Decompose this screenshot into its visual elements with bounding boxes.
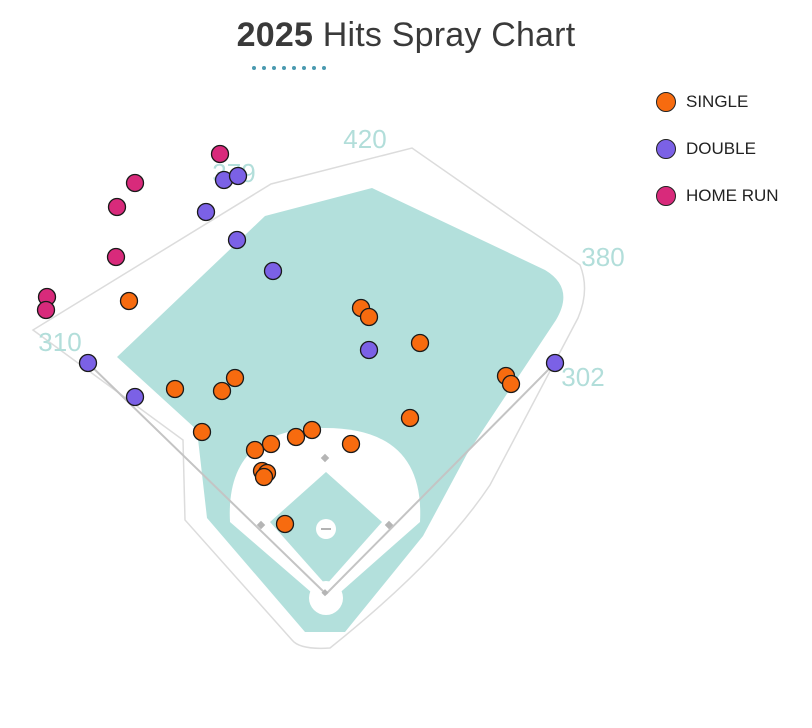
hit-point-home-run xyxy=(125,173,145,193)
right-foul-line xyxy=(325,362,556,595)
hit-point-double xyxy=(228,166,248,186)
hit-point-single xyxy=(275,514,295,534)
hit-point-single xyxy=(119,291,139,311)
title-rule-dot xyxy=(322,66,326,70)
legend-label-home-run: HOME RUN xyxy=(686,186,779,205)
hit-point-single xyxy=(341,434,361,454)
pitchers-rubber xyxy=(321,528,331,530)
first-base xyxy=(384,520,394,530)
hit-point-home-run xyxy=(36,300,56,320)
distance-right-center: 380 xyxy=(581,242,624,272)
hit-point-home-run xyxy=(106,247,126,267)
legend-item-single: SINGLE xyxy=(656,90,779,114)
chart-title: 2025 Hits Spray Chart xyxy=(0,16,812,55)
distance-right-field: 302 xyxy=(561,362,604,392)
title-rule-dot xyxy=(282,66,286,70)
hit-point-double xyxy=(125,387,145,407)
hit-point-single xyxy=(245,440,265,460)
hit-point-single xyxy=(302,420,322,440)
hit-point-double xyxy=(545,353,565,373)
hit-points xyxy=(36,144,565,534)
hit-point-single xyxy=(254,467,274,487)
title-dotted-underline xyxy=(252,66,326,70)
hit-point-single xyxy=(261,434,281,454)
legend: SINGLE DOUBLE HOME RUN xyxy=(656,90,779,231)
title-rule-dot xyxy=(312,66,316,70)
legend-item-home-run: HOME RUN xyxy=(656,184,779,208)
hit-point-single xyxy=(212,381,232,401)
hit-point-single xyxy=(192,422,212,442)
hit-point-double xyxy=(359,340,379,360)
hit-point-single xyxy=(400,408,420,428)
home-plate xyxy=(321,589,329,597)
ballpark xyxy=(31,147,586,650)
hit-point-double xyxy=(78,353,98,373)
legend-item-double: DOUBLE xyxy=(656,137,779,161)
hit-point-double xyxy=(227,230,247,250)
second-base xyxy=(320,453,330,463)
hit-point-double xyxy=(196,202,216,222)
hit-point-single xyxy=(410,333,430,353)
home-plate-circle xyxy=(309,581,343,615)
distance-left-field: 310 xyxy=(38,327,81,357)
title-rule-dot xyxy=(292,66,296,70)
hit-point-single xyxy=(286,427,306,447)
legend-swatch-double xyxy=(656,139,676,159)
title-rule-dot xyxy=(262,66,266,70)
hit-point-single xyxy=(359,307,379,327)
title-text: Hits Spray Chart xyxy=(322,16,576,54)
legend-label-single: SINGLE xyxy=(686,92,749,111)
title-rule-dot xyxy=(302,66,306,70)
title-rule-dot xyxy=(252,66,256,70)
title-year: 2025 xyxy=(236,16,314,54)
outfield-grass xyxy=(117,188,564,632)
hit-point-single xyxy=(225,368,245,388)
legend-label-double: DOUBLE xyxy=(686,139,756,158)
legend-swatch-single xyxy=(656,92,676,112)
hit-point-single xyxy=(165,379,185,399)
hit-point-double xyxy=(263,261,283,281)
third-base xyxy=(256,520,266,530)
title-rule-dot xyxy=(272,66,276,70)
hit-point-home-run xyxy=(107,197,127,217)
distance-center-field: 420 xyxy=(343,124,386,154)
legend-swatch-home-run xyxy=(656,186,676,206)
hit-point-single xyxy=(501,374,521,394)
hit-point-home-run xyxy=(210,144,230,164)
